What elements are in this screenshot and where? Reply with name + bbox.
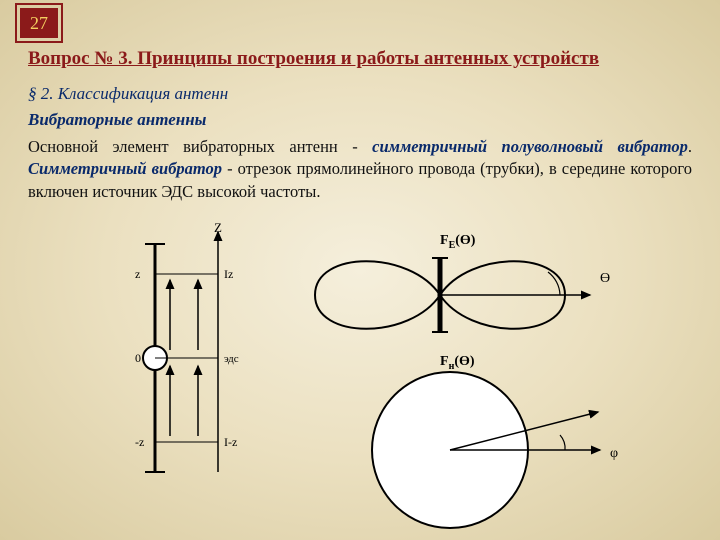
subsection-heading: Вибраторные антенны [28, 110, 692, 130]
body-mid: . [688, 137, 692, 156]
svg-text:FE(ϴ): FE(ϴ) [440, 233, 476, 251]
e-plane-pattern: FE(ϴ) ϴ [315, 233, 610, 332]
h-plane-pattern: Fн(ϴ) φ [372, 354, 618, 528]
body-pre: Основной элемент вибраторных антенн - [28, 137, 372, 156]
z-pos-label: z [135, 267, 140, 281]
svg-text:Fн(ϴ): Fн(ϴ) [440, 354, 475, 372]
axis-z-label: Z [214, 222, 222, 235]
zero-label: 0 [135, 351, 141, 365]
Fh-label: F [440, 354, 449, 369]
Iz-label: Iz [224, 267, 233, 281]
diagram-area: Z z -z 0 Iz I-z эдс FE(ϴ) [0, 222, 720, 532]
Fe-label: F [440, 233, 449, 248]
slide-number-badge: 27 [20, 8, 58, 38]
Fe-arg: (ϴ) [455, 233, 476, 248]
phi-label: φ [610, 446, 618, 461]
section-heading: § 2. Классификация антенн [28, 84, 692, 104]
body-em2: Симметричный вибратор [28, 159, 222, 178]
content-block: Вопрос № 3. Принципы построения и работы… [28, 48, 692, 203]
z-neg-label: -z [135, 435, 144, 449]
theta-label: ϴ [600, 271, 610, 286]
eds-label: эдс [224, 353, 239, 365]
dipole-diagram: Z z -z 0 Iz I-z эдс [135, 222, 239, 472]
slide-title: Вопрос № 3. Принципы построения и работы… [28, 48, 692, 70]
body-em1: симметричный полуволновый вибратор [372, 137, 688, 156]
diagram-svg: Z z -z 0 Iz I-z эдс FE(ϴ) [0, 222, 720, 532]
Fh-arg: (ϴ) [454, 354, 475, 369]
Inz-label: I-z [224, 435, 237, 449]
body-text: Основной элемент вибраторных антенн - си… [28, 136, 692, 203]
